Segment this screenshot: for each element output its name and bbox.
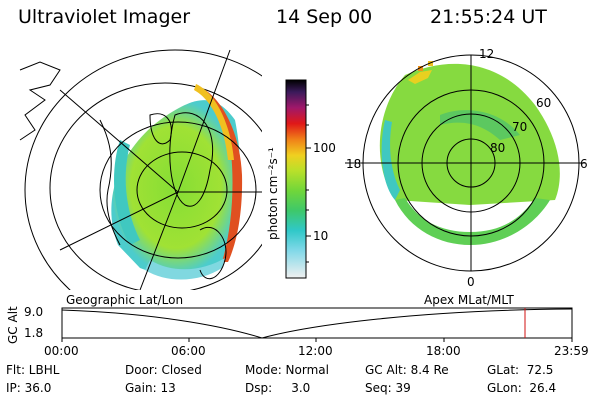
gc-alt-axis-label: GC Alt [6, 306, 20, 344]
gc-alt-info: GC Alt: 8.4 Re [365, 363, 449, 377]
glon-info: GLon: 26.4 [487, 381, 557, 395]
x-tick-2359: 23:59 [554, 344, 589, 358]
polar-ring-80: 80 [490, 141, 506, 155]
geographic-map [19, 49, 262, 290]
colorbar [285, 79, 307, 279]
polar-label-6: 6 [580, 157, 588, 171]
geographic-caption: Geographic Lat/Lon [66, 293, 184, 307]
polar-ring-60: 60 [536, 96, 552, 110]
mode-info: Mode: Normal [245, 363, 329, 377]
seq-info: Seq: 39 [365, 381, 411, 395]
colorbar-tick-100: 100 [313, 141, 336, 155]
colorbar-tick-10: 10 [313, 229, 329, 243]
y-tick-1-8: 1.8 [24, 326, 44, 340]
date-label: 14 Sep 00 [276, 6, 373, 28]
x-tick-0000: 00:00 [44, 344, 79, 358]
polar-label-18: 18 [346, 157, 362, 171]
ip-info: IP: 36.0 [6, 381, 52, 395]
flt-info: Flt: LBHL [6, 363, 60, 377]
gain-info: Gain: 13 [125, 381, 176, 395]
app-title: Ultraviolet Imager [18, 6, 191, 28]
apex-caption: Apex MLat/MLT [424, 293, 514, 307]
door-info: Door: Closed [125, 363, 202, 377]
time-label: 21:55:24 UT [430, 6, 547, 28]
glat-info: GLat: 72.5 [487, 363, 554, 377]
polar-ring-70: 70 [512, 120, 528, 134]
y-tick-9: 9.0 [24, 305, 44, 319]
altitude-timeline [61, 307, 573, 342]
polar-label-0: 0 [467, 275, 475, 289]
polar-plot [345, 54, 585, 272]
colorbar-label: photon cm⁻²s⁻¹ [266, 147, 280, 240]
x-tick-1800: 18:00 [426, 344, 461, 358]
polar-label-12: 12 [479, 47, 495, 61]
x-tick-1200: 12:00 [298, 344, 333, 358]
x-tick-0600: 06:00 [171, 344, 206, 358]
dsp-info: Dsp: 3.0 [245, 381, 311, 395]
